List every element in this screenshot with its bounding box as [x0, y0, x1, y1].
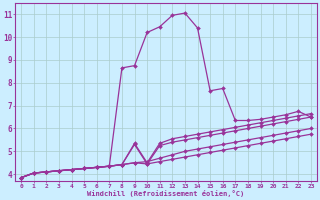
X-axis label: Windchill (Refroidissement éolien,°C): Windchill (Refroidissement éolien,°C) — [87, 190, 244, 197]
